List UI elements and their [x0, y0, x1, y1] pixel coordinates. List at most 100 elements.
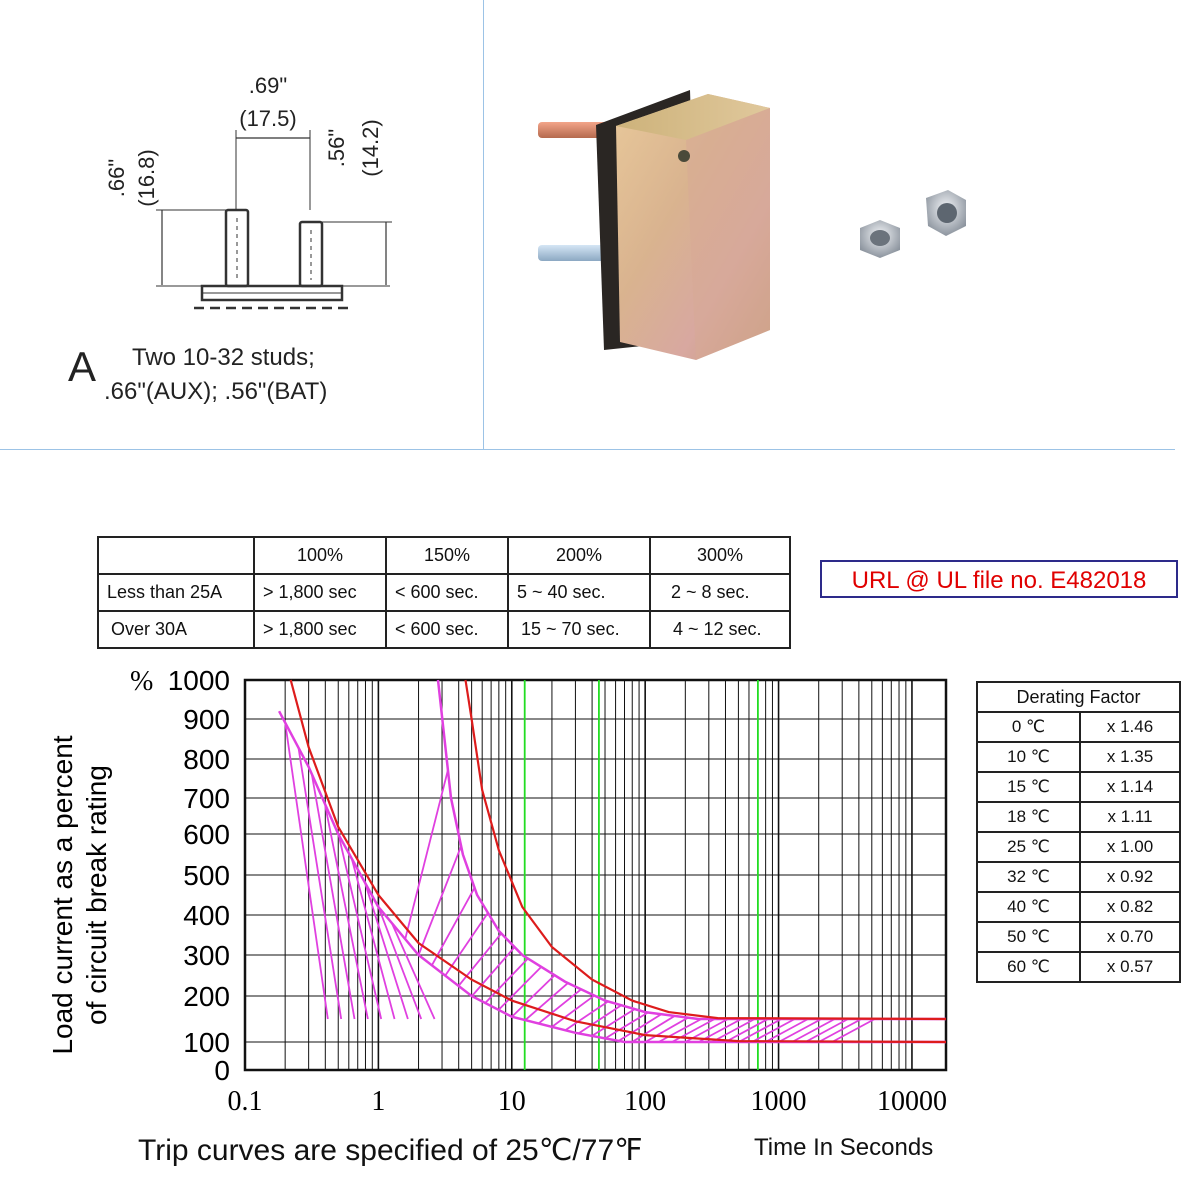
derating-factor-value: x 0.57 — [1079, 951, 1181, 983]
y-tick-label: 0 — [214, 1055, 230, 1086]
band-hatch-line — [751, 1018, 796, 1043]
y-axis-label-line2: of circuit break rating — [81, 765, 112, 1025]
y-tick-label: 400 — [183, 900, 230, 931]
trip-band — [277, 679, 946, 1044]
table-row: 10 ℃ x 1.35 — [976, 741, 1181, 773]
band-inner-curve — [277, 710, 946, 1044]
band-hatch-line — [724, 1018, 769, 1043]
table-row: 32 ℃ x 0.92 — [976, 861, 1181, 893]
y-tick-label: 500 — [183, 860, 230, 891]
y-tick-label: 1000 — [168, 665, 230, 696]
plot-frame — [243, 678, 948, 1072]
band-hatch-line — [284, 722, 329, 1020]
band-hatch-line — [804, 1018, 849, 1043]
footer-trip-curve-note: Trip curves are specified of 25℃/77℉ — [138, 1134, 643, 1167]
derating-temperature: 0 ℃ — [976, 711, 1081, 743]
table-cell: 4 ~ 12 sec. — [649, 610, 791, 649]
x-tick-label: 100 — [624, 1086, 666, 1117]
band-hatch-line — [564, 1000, 609, 1031]
derating-temperature: 18 ℃ — [976, 801, 1081, 833]
dimension-drawing: .69" (17.5) .66" (16.8) .56" (14.2) — [104, 73, 392, 310]
trip-table-header-cell: 150% — [385, 536, 509, 575]
band-hatch-line — [644, 1016, 689, 1043]
table-row: 15 ℃ x 1.14 — [976, 771, 1181, 803]
derating-factor-value: x 1.14 — [1079, 771, 1181, 803]
chart-grid — [243, 678, 948, 1072]
y-unit-symbol: % — [130, 666, 153, 697]
band-hatch-line — [618, 1013, 662, 1042]
trip-curve-a — [289, 679, 947, 1044]
table-row: 60 ℃ x 0.57 — [976, 951, 1181, 983]
x-axis-label: Time In Seconds — [754, 1134, 934, 1161]
width-in-label: .69" — [249, 73, 287, 98]
table-row: 18 ℃ x 1.11 — [976, 801, 1181, 833]
table-cell: Over 30A — [97, 610, 255, 649]
band-hatch-line — [711, 1018, 756, 1043]
x-tick-label: 0.1 — [228, 1086, 263, 1117]
table-row: 25 ℃ x 1.00 — [976, 831, 1181, 863]
y-tick-label: 200 — [183, 981, 230, 1012]
derating-temperature: 25 ℃ — [976, 831, 1081, 863]
table-cell: > 1,800 sec — [253, 610, 387, 649]
trip-curve-chart: 0.1 1 10 100 1000 100000100200300400500600700… — [47, 665, 948, 1117]
trip-table-header-cell: 100% — [253, 536, 387, 575]
band-hatch-line — [350, 858, 396, 1020]
left-height-mm-label: (16.8) — [134, 149, 159, 206]
band-hatch-line — [457, 932, 502, 987]
derating-factor-value: x 1.46 — [1079, 711, 1181, 743]
band-hatch-line — [431, 887, 476, 966]
trip-table-header-cell: 300% — [649, 536, 791, 575]
derating-title-row: Derating Factor — [976, 681, 1181, 713]
derating-factor-value: x 1.35 — [1079, 741, 1181, 773]
derating-temperature: 32 ℃ — [976, 861, 1081, 893]
band-outer-curve — [436, 679, 946, 1021]
band-hatch-line — [391, 922, 436, 1020]
derating-temperature: 60 ℃ — [976, 951, 1081, 983]
width-mm-label: (17.5) — [239, 106, 296, 131]
band-hatch-line — [658, 1018, 702, 1043]
y-tick-label: 100 — [183, 1027, 230, 1058]
derating-rows: 0 ℃ x 1.46 10 ℃ x 1.35 15 ℃ x 1.14 18 ℃ x 1.11 2… — [976, 711, 1181, 983]
drawing-caption-letter: A — [68, 343, 97, 390]
band-hatch-line — [511, 974, 556, 1018]
band-hatch-line — [764, 1018, 809, 1043]
band-hatch-line — [778, 1018, 822, 1043]
band-hatch-line — [324, 805, 369, 1020]
y-tick-label: 300 — [183, 940, 230, 971]
section-divider-horizontal — [0, 449, 1175, 450]
derating-factor-table: Derating Factor 0 ℃ x 1.46 10 ℃ x 1.35 15 ℃ x… — [976, 681, 1181, 983]
y-axis-label-line1: Load current as a percent — [47, 735, 78, 1054]
right-height-in-label: .56" — [324, 129, 349, 167]
band-hatch-line — [471, 946, 516, 997]
trip-curve-b — [464, 679, 947, 1021]
band-hatch-line — [337, 834, 383, 1020]
band-hatch-line — [631, 1015, 676, 1043]
band-hatch-line — [818, 1018, 862, 1043]
band-hatch-line — [297, 747, 343, 1020]
x-tick-label: 1000 — [751, 1086, 807, 1117]
table-row: 0 ℃ x 1.46 — [976, 711, 1181, 743]
derating-temperature: 10 ℃ — [976, 741, 1081, 773]
derating-temperature: 50 ℃ — [976, 921, 1081, 953]
trip-table-header-row: 100% 150% 200% 300% — [97, 536, 791, 575]
ul-file-note: URL @ UL file no. E482018 — [820, 560, 1178, 598]
band-hatch-line — [578, 1004, 622, 1035]
band-hatch-line — [538, 988, 582, 1025]
derating-factor-value: x 1.11 — [1079, 801, 1181, 833]
y-tick-label: 600 — [183, 819, 230, 850]
band-hatch-line — [497, 966, 542, 1011]
table-row: Less than 25A > 1,800 sec < 600 sec. 5 ~… — [97, 573, 791, 612]
x-tick-label: 10 — [498, 1086, 526, 1117]
table-cell: 15 ~ 70 sec. — [507, 610, 651, 649]
trip-table-header-cell: 200% — [507, 536, 651, 575]
derating-factor-value: x 0.82 — [1079, 891, 1181, 923]
band-hatch-line — [791, 1018, 836, 1043]
band-hatch-line — [377, 906, 423, 1020]
table-row: 50 ℃ x 0.70 — [976, 921, 1181, 953]
band-hatch-line — [310, 774, 356, 1020]
derating-factor-value: x 0.92 — [1079, 861, 1181, 893]
derating-temperature: 40 ℃ — [976, 891, 1081, 923]
band-hatch-line — [484, 957, 529, 1004]
table-cell: < 600 sec. — [385, 610, 509, 649]
table-cell: < 600 sec. — [385, 573, 509, 612]
